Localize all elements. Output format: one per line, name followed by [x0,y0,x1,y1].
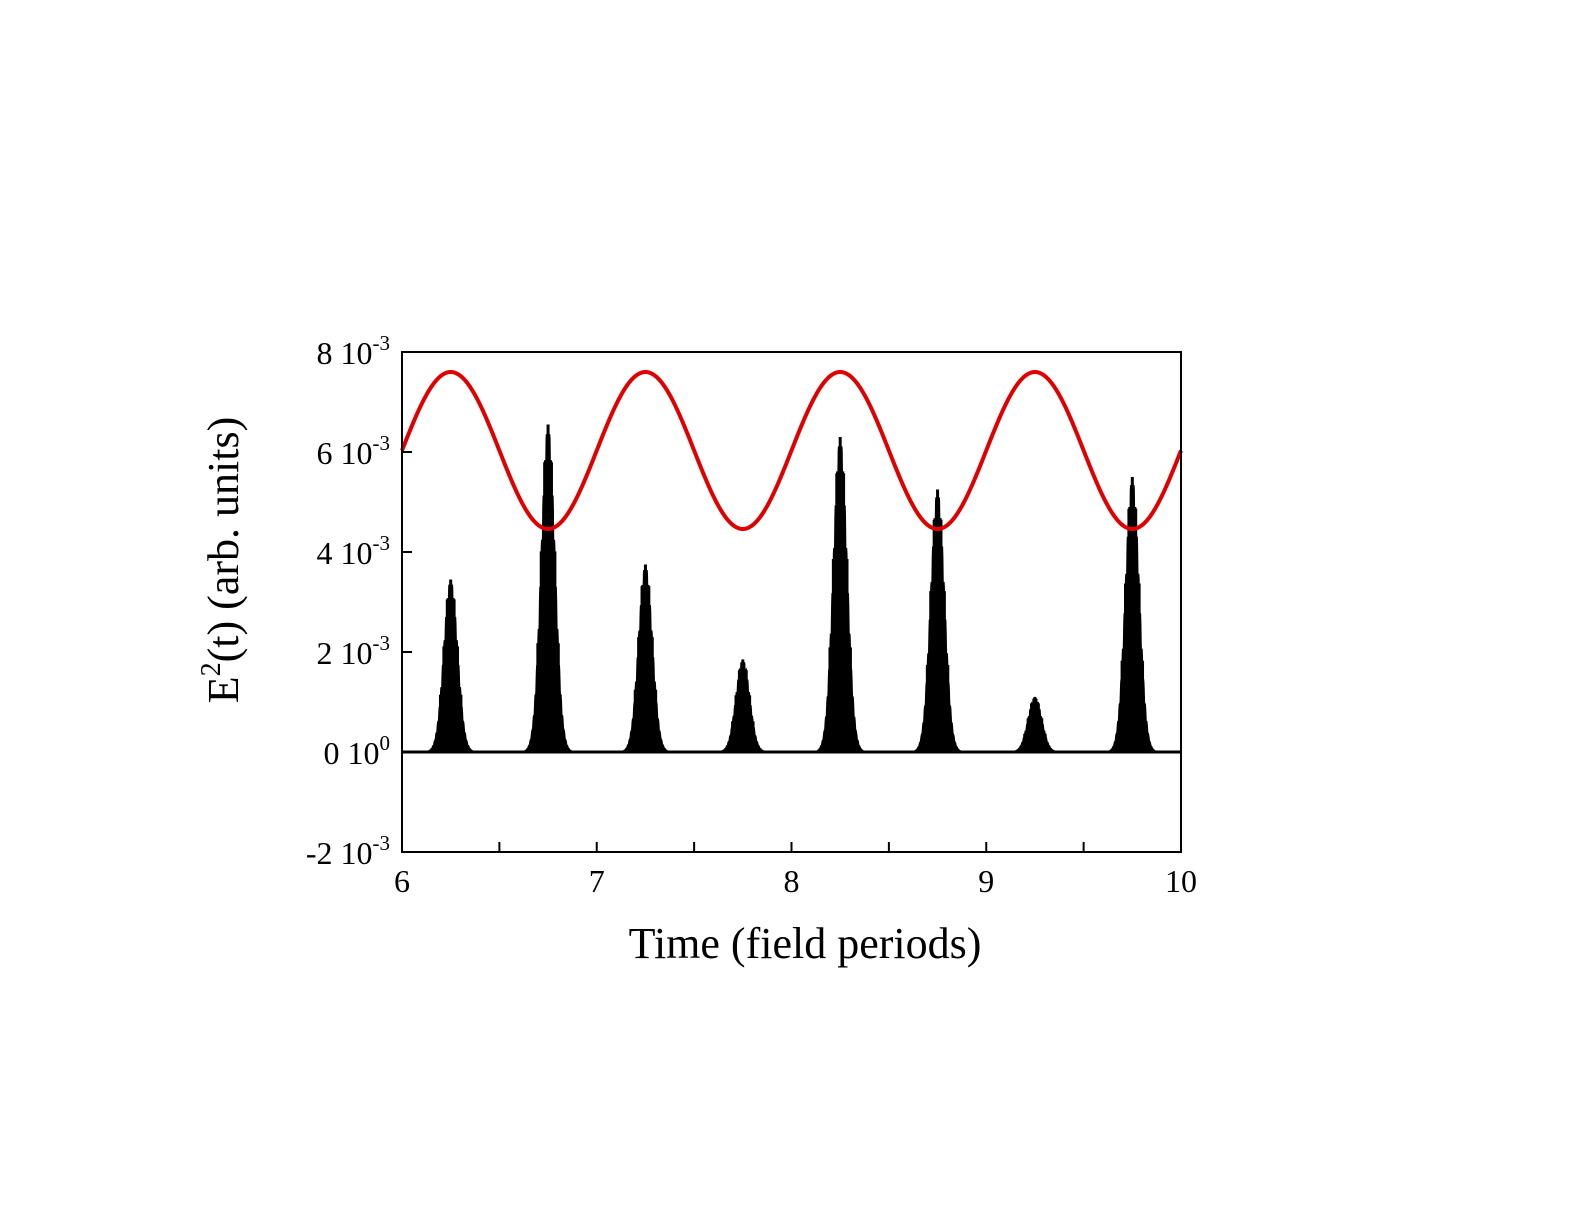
x-axis: 6 7 8 9 10 [394,842,1197,899]
y-tick-label: -2 10-3 [306,831,390,871]
x-tick-label: 10 [1165,863,1197,899]
y-tick-label: 8 10-3 [317,331,391,371]
y-axis-title-rest: (t) (arb. units) [199,417,248,663]
burst-peak-4 [703,659,782,753]
y-tick-exponent: 0 [380,731,391,755]
burst-peak-6 [898,489,977,753]
y-tick-exponent: -3 [373,531,391,555]
field-sine-line [400,370,1183,531]
burst-peak-2 [509,424,588,753]
y-tick-exponent: -3 [373,831,391,855]
y-tick-mantissa: 8 10 [317,335,373,371]
burst-peak-1 [411,579,490,753]
burst-peak-3 [606,564,685,753]
burst-peak-5 [801,436,880,753]
burst-series [411,424,1172,753]
y-tick-mantissa: 0 10 [324,735,380,771]
y-tick-label: 0 100 [324,731,391,771]
x-tick-label: 9 [978,863,994,899]
y-tick-exponent: -3 [373,431,391,455]
y-tick-mantissa: 4 10 [317,535,373,571]
y-tick-label: 4 10-3 [317,531,391,571]
y-tick-label: 2 10-3 [317,631,391,671]
x-tick-label: 8 [784,863,800,899]
y-tick-exponent: -3 [373,631,391,655]
y-tick-exponent: -3 [373,331,391,355]
x-tick-label: 7 [589,863,605,899]
y-tick-mantissa: 6 10 [317,435,373,471]
y-axis-title: E2(t) (arb. units) [196,417,248,703]
y-tick-mantissa: 2 10 [317,635,373,671]
y-axis-title-superscript: 2 [196,662,227,676]
burst-peak-8 [1093,476,1172,753]
x-axis-title: Time (field periods) [629,919,982,968]
y-tick-mantissa: -2 10 [306,835,373,871]
x-tick-label: 6 [394,863,410,899]
y-axis-title-base: E [199,676,248,703]
plot-frame [401,351,1182,853]
y-tick-label: 6 10-3 [317,431,391,471]
burst-peak-7 [995,696,1074,753]
